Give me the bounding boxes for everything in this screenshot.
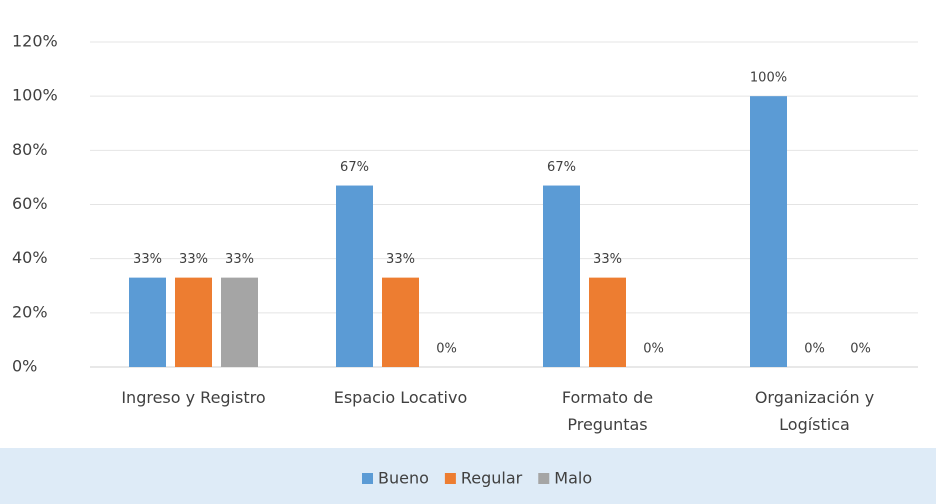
data-label: 33%	[386, 252, 415, 267]
y-tick-label: 40%	[12, 248, 48, 267]
data-label: 67%	[547, 160, 576, 175]
bar	[336, 185, 373, 367]
data-label: 33%	[225, 252, 254, 267]
y-tick-label: 0%	[12, 357, 37, 376]
bar	[175, 277, 212, 367]
legend-label: Regular	[461, 469, 523, 488]
data-label: 0%	[643, 342, 664, 357]
bar	[750, 96, 787, 368]
bar	[221, 277, 258, 367]
x-tick-label: Formato de Preguntas	[561, 388, 654, 434]
legend-swatch	[444, 473, 456, 484]
legend-swatch	[538, 473, 550, 484]
data-label: 33%	[593, 252, 622, 267]
y-tick-label: 100%	[12, 86, 58, 105]
plot-background	[0, 0, 936, 448]
data-label: 0%	[850, 342, 871, 357]
bar	[129, 277, 166, 367]
y-tick-label: 20%	[12, 302, 48, 321]
y-tick-label: 80%	[12, 140, 48, 159]
data-label: 33%	[179, 252, 208, 267]
y-tick-label: 120%	[12, 32, 58, 51]
bar	[543, 185, 580, 367]
x-tick-label: Ingreso y Registro	[121, 388, 266, 407]
data-label: 67%	[340, 160, 369, 175]
legend-label: Malo	[554, 469, 592, 488]
legend-swatch	[362, 473, 373, 484]
bar	[589, 277, 626, 367]
x-tick-label: Espacio Locativo	[333, 388, 468, 407]
data-label: 0%	[804, 342, 825, 357]
data-label: 33%	[133, 252, 162, 267]
y-tick-label: 60%	[12, 194, 48, 213]
bar	[382, 277, 419, 367]
data-label: 100%	[750, 71, 787, 86]
legend-label: Bueno	[378, 469, 429, 488]
x-tick-label: Organización y Logística	[754, 388, 875, 434]
data-label: 0%	[436, 342, 457, 357]
